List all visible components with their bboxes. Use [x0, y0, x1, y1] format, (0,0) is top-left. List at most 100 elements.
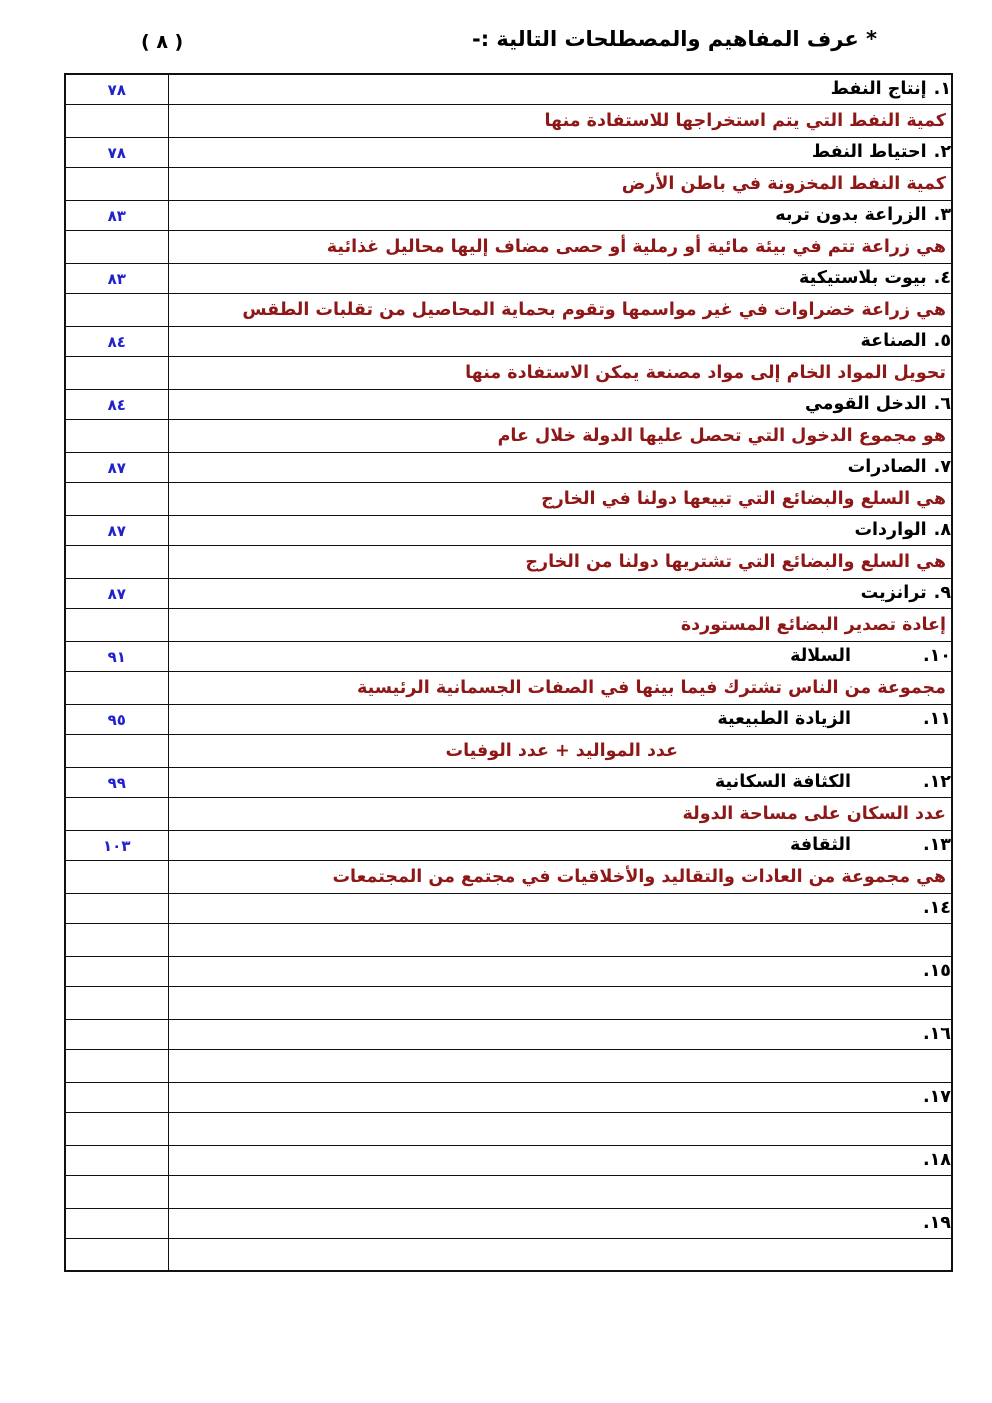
term-line: ١٠. السلالة	[169, 646, 951, 666]
term-label: الزيادة الطبيعية	[717, 709, 851, 729]
term-line: ١٣. الثقافة	[169, 835, 951, 855]
page-ref-cell	[64, 733, 169, 768]
definition-cell	[167, 1111, 953, 1146]
term-cell: ٩. ترانزيت	[167, 577, 953, 609]
term-label: الدخل القومي	[804, 394, 927, 414]
page-ref-cell: ٨٧	[64, 514, 169, 546]
term-cell: ١٤.	[167, 892, 953, 924]
page-ref-cell: ٨٤	[64, 388, 169, 420]
table-row: ٩. ترانزيت ٨٧	[64, 577, 953, 609]
page-ref-number: ٨٧	[107, 458, 126, 477]
term-line: ١٥.	[169, 961, 951, 981]
page-ref-cell: ٩٩	[64, 766, 169, 798]
table-row	[64, 922, 953, 957]
table-row	[64, 1237, 953, 1272]
table-row: ٥. الصناعة ٨٤	[64, 325, 953, 357]
table-row: هي مجموعة من العادات والتقاليد والأخلاقي…	[64, 859, 953, 894]
table-row: ١٤.	[64, 892, 953, 924]
term-line: ٩. ترانزيت	[169, 583, 951, 603]
table-row: هي زراعة تتم في بيئة مائية أو رملية أو ح…	[64, 229, 953, 264]
term-label: ترانزيت	[860, 583, 927, 603]
definition-text: هي زراعة تتم في بيئة مائية أو رملية أو ح…	[326, 236, 946, 257]
page-ref-number: ٨٧	[107, 521, 126, 540]
table-row: ٢. احتياط النفط ٧٨	[64, 136, 953, 168]
page-ref-number: ٨٣	[107, 269, 126, 288]
page-ref-cell	[64, 1018, 169, 1050]
page-ref-cell: ٨٤	[64, 325, 169, 357]
table-row: ٧. الصادرات ٨٧	[64, 451, 953, 483]
term-cell: ٦. الدخل القومي	[167, 388, 953, 420]
table-row: هو مجموع الدخول التي تحصل عليها الدولة خ…	[64, 418, 953, 453]
term-label: احتياط النفط	[811, 142, 927, 162]
page-number: ( ٨ )	[141, 31, 184, 53]
page-ref-cell	[64, 796, 169, 831]
page-ref-cell: ٩٥	[64, 703, 169, 735]
term-cell: ١٥.	[167, 955, 953, 987]
page-ref-cell	[64, 229, 169, 264]
table-row: تحويل المواد الخام إلى مواد مصنعة يمكن ا…	[64, 355, 953, 390]
definition-cell: هي زراعة خضراوات في غير مواسمها وتقوم بح…	[167, 292, 953, 327]
term-label: بيوت بلاستيكية	[799, 268, 927, 288]
table-row: هي السلع والبضائع التي تبيعها دولنا في ا…	[64, 481, 953, 516]
table-row: هي السلع والبضائع التي تشتريها دولنا من …	[64, 544, 953, 579]
definition-cell: مجموعة من الناس تشترك فيما بينها في الصف…	[167, 670, 953, 705]
page-ref-cell	[64, 103, 169, 138]
page-ref-cell	[64, 355, 169, 390]
page-ref-cell	[64, 166, 169, 201]
page-ref-cell: ٧٨	[64, 73, 169, 105]
page-ref-cell	[64, 1174, 169, 1209]
page-ref-cell	[64, 922, 169, 957]
page-ref-number: ٩٥	[107, 710, 126, 729]
term-number: ١٢.	[922, 772, 951, 792]
table-row: ١٦.	[64, 1018, 953, 1050]
definition-cell	[167, 985, 953, 1020]
term-cell: ٥. الصناعة	[167, 325, 953, 357]
page-ref-cell: ٨٧	[64, 451, 169, 483]
definition-cell: عدد السكان على مساحة الدولة	[167, 796, 953, 831]
definition-text: هي زراعة خضراوات في غير مواسمها وتقوم بح…	[242, 299, 946, 320]
table-row	[64, 985, 953, 1020]
term-label: الصادرات	[847, 457, 927, 477]
definition-cell	[167, 1048, 953, 1083]
definition-cell: هي السلع والبضائع التي تبيعها دولنا في ا…	[167, 481, 953, 516]
term-label: الواردات	[854, 520, 927, 540]
page-ref-cell	[64, 670, 169, 705]
page-ref-cell: ٩١	[64, 640, 169, 672]
term-cell: ١٧.	[167, 1081, 953, 1113]
term-number: ١.	[933, 79, 951, 100]
table-row: عدد المواليد + عدد الوفيات	[64, 733, 953, 768]
term-line: ١٤.	[169, 898, 951, 918]
page-ref-cell	[64, 1207, 169, 1239]
definition-text: هي مجموعة من العادات والتقاليد والأخلاقي…	[332, 866, 946, 887]
table-row: مجموعة من الناس تشترك فيما بينها في الصف…	[64, 670, 953, 705]
table-row: عدد السكان على مساحة الدولة	[64, 796, 953, 831]
table-row: ٨. الواردات ٨٧	[64, 514, 953, 546]
page-ref-number: ٧٨	[107, 80, 126, 99]
page-ref-cell	[64, 955, 169, 987]
term-cell: ١٩.	[167, 1207, 953, 1239]
term-line: ٣. الزراعة بدون تربه	[169, 205, 951, 225]
page-heading: * عرف المفاهيم والمصطلحات التالية :-	[471, 27, 877, 51]
table-row: ١١. الزيادة الطبيعية ٩٥	[64, 703, 953, 735]
definition-cell: كمية النفط المخزونة في باطن الأرض	[167, 166, 953, 201]
definition-cell: إعادة تصدير البضائع المستوردة	[167, 607, 953, 642]
term-line: ٢. احتياط النفط	[169, 142, 951, 162]
table-row	[64, 1111, 953, 1146]
page-ref-cell	[64, 418, 169, 453]
table-row	[64, 1048, 953, 1083]
term-line: ١. إنتاج النفط	[169, 79, 951, 100]
page-ref-number: ١٠٣	[103, 836, 131, 855]
definition-text: عدد السكان على مساحة الدولة	[682, 803, 946, 824]
table-row: إعادة تصدير البضائع المستوردة	[64, 607, 953, 642]
term-line: ١٨.	[169, 1150, 951, 1170]
term-number: ١٧.	[922, 1087, 951, 1107]
page-ref-cell	[64, 892, 169, 924]
table-row: ٦. الدخل القومي ٨٤	[64, 388, 953, 420]
table-row: ١٨.	[64, 1144, 953, 1176]
term-number: ١٣.	[922, 835, 951, 855]
definition-text: إعادة تصدير البضائع المستوردة	[680, 614, 946, 635]
term-number: ١١.	[922, 709, 951, 729]
term-cell: ٢. احتياط النفط	[167, 136, 953, 168]
page-ref-cell	[64, 1048, 169, 1083]
